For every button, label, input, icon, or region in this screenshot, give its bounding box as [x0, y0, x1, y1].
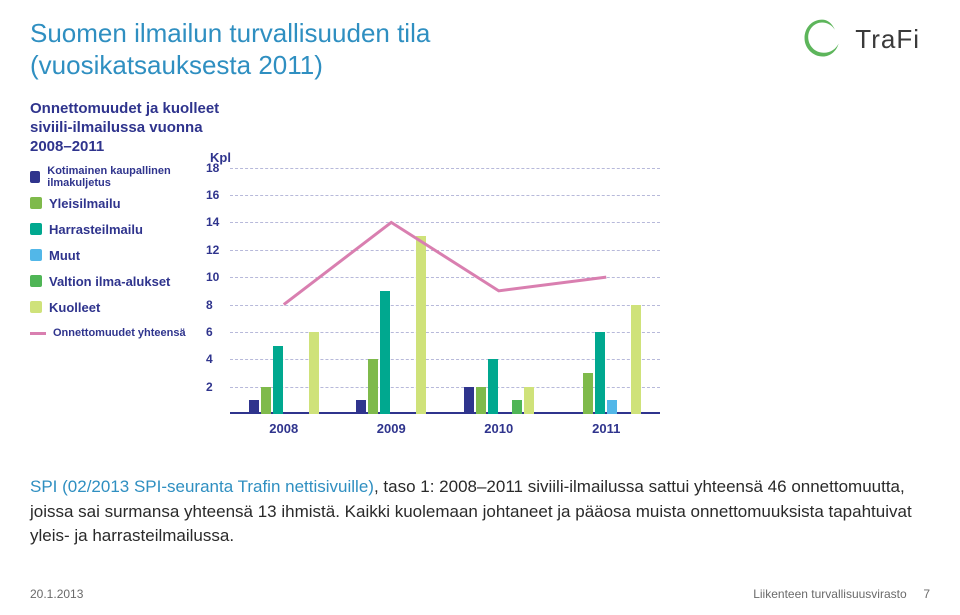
legend-label: Kuolleet — [49, 300, 100, 315]
legend-item: Valtion ilma-alukset — [30, 268, 210, 294]
chart-title-line1: Onnettomuudet ja kuolleet — [30, 100, 670, 119]
y-tick: 14 — [206, 215, 219, 229]
body-paragraph: SPI (02/2013 SPI-seuranta Trafin nettisi… — [30, 475, 930, 549]
footer: 20.1.2013 Liikenteen turvallisuusvirasto… — [30, 587, 930, 601]
legend-swatch — [30, 275, 42, 287]
page-title: Suomen ilmailun turvallisuuden tila — [30, 18, 430, 49]
legend-label: Onnettomuudet yhteensä — [53, 327, 186, 339]
legend-item: Onnettomuudet yhteensä — [30, 320, 210, 346]
legend-label: Harrasteilmailu — [49, 222, 143, 237]
trend-line — [284, 222, 607, 304]
x-tick: 2011 — [592, 421, 620, 436]
footer-org: Liikenteen turvallisuusvirasto — [753, 587, 906, 601]
y-tick: 2 — [206, 380, 213, 394]
y-tick: 6 — [206, 325, 213, 339]
legend-swatch — [30, 332, 46, 335]
y-tick: 16 — [206, 188, 219, 202]
legend-swatch — [30, 249, 42, 261]
x-tick: 2009 — [377, 421, 406, 436]
legend-label: Valtion ilma-alukset — [49, 274, 170, 289]
footer-page: 7 — [923, 587, 930, 601]
y-tick: 4 — [206, 352, 213, 366]
legend-label: Yleisilmailu — [49, 196, 121, 211]
y-tick: 18 — [206, 161, 219, 175]
y-tick: 8 — [206, 298, 213, 312]
legend-item: Yleisilmailu — [30, 190, 210, 216]
page-subtitle: (vuosikatsauksesta 2011) — [30, 50, 323, 81]
legend-item: Harrasteilmailu — [30, 216, 210, 242]
trafi-logo: TraFi — [799, 16, 920, 62]
y-tick: 12 — [206, 243, 219, 257]
legend-swatch — [30, 223, 42, 235]
chart-container: Onnettomuudet ja kuolleet siviili-ilmail… — [30, 100, 670, 455]
legend-swatch — [30, 197, 42, 209]
legend-item: Kotimainen kaupallinen ilmakuljetus — [30, 164, 210, 190]
chart-plot: 246810121416182008200920102011 — [230, 154, 660, 414]
logo-text: TraFi — [855, 24, 920, 55]
x-tick: 2010 — [484, 421, 513, 436]
chart-legend: Kotimainen kaupallinen ilmakuljetus Yleis… — [30, 164, 210, 346]
legend-swatch — [30, 301, 42, 313]
legend-item: Muut — [30, 242, 210, 268]
legend-swatch — [30, 171, 40, 183]
legend-label: Muut — [49, 248, 80, 263]
chart-title-line2: siviili-ilmailussa vuonna — [30, 119, 670, 138]
line-overlay — [230, 154, 660, 414]
x-tick: 2008 — [269, 421, 298, 436]
legend-item: Kuolleet — [30, 294, 210, 320]
chart-title: Onnettomuudet ja kuolleet siviili-ilmail… — [30, 100, 670, 156]
logo-swirl-icon — [799, 16, 845, 62]
legend-label: Kotimainen kaupallinen ilmakuljetus — [47, 165, 210, 189]
swirl-path — [805, 20, 839, 57]
y-tick: 10 — [206, 270, 219, 284]
chart-body: Kpl Kotimainen kaupallinen ilmakuljetusY… — [30, 154, 670, 454]
footer-date: 20.1.2013 — [30, 587, 83, 601]
spi-lead: SPI (02/2013 SPI-seuranta Trafin nettisi… — [30, 477, 374, 496]
